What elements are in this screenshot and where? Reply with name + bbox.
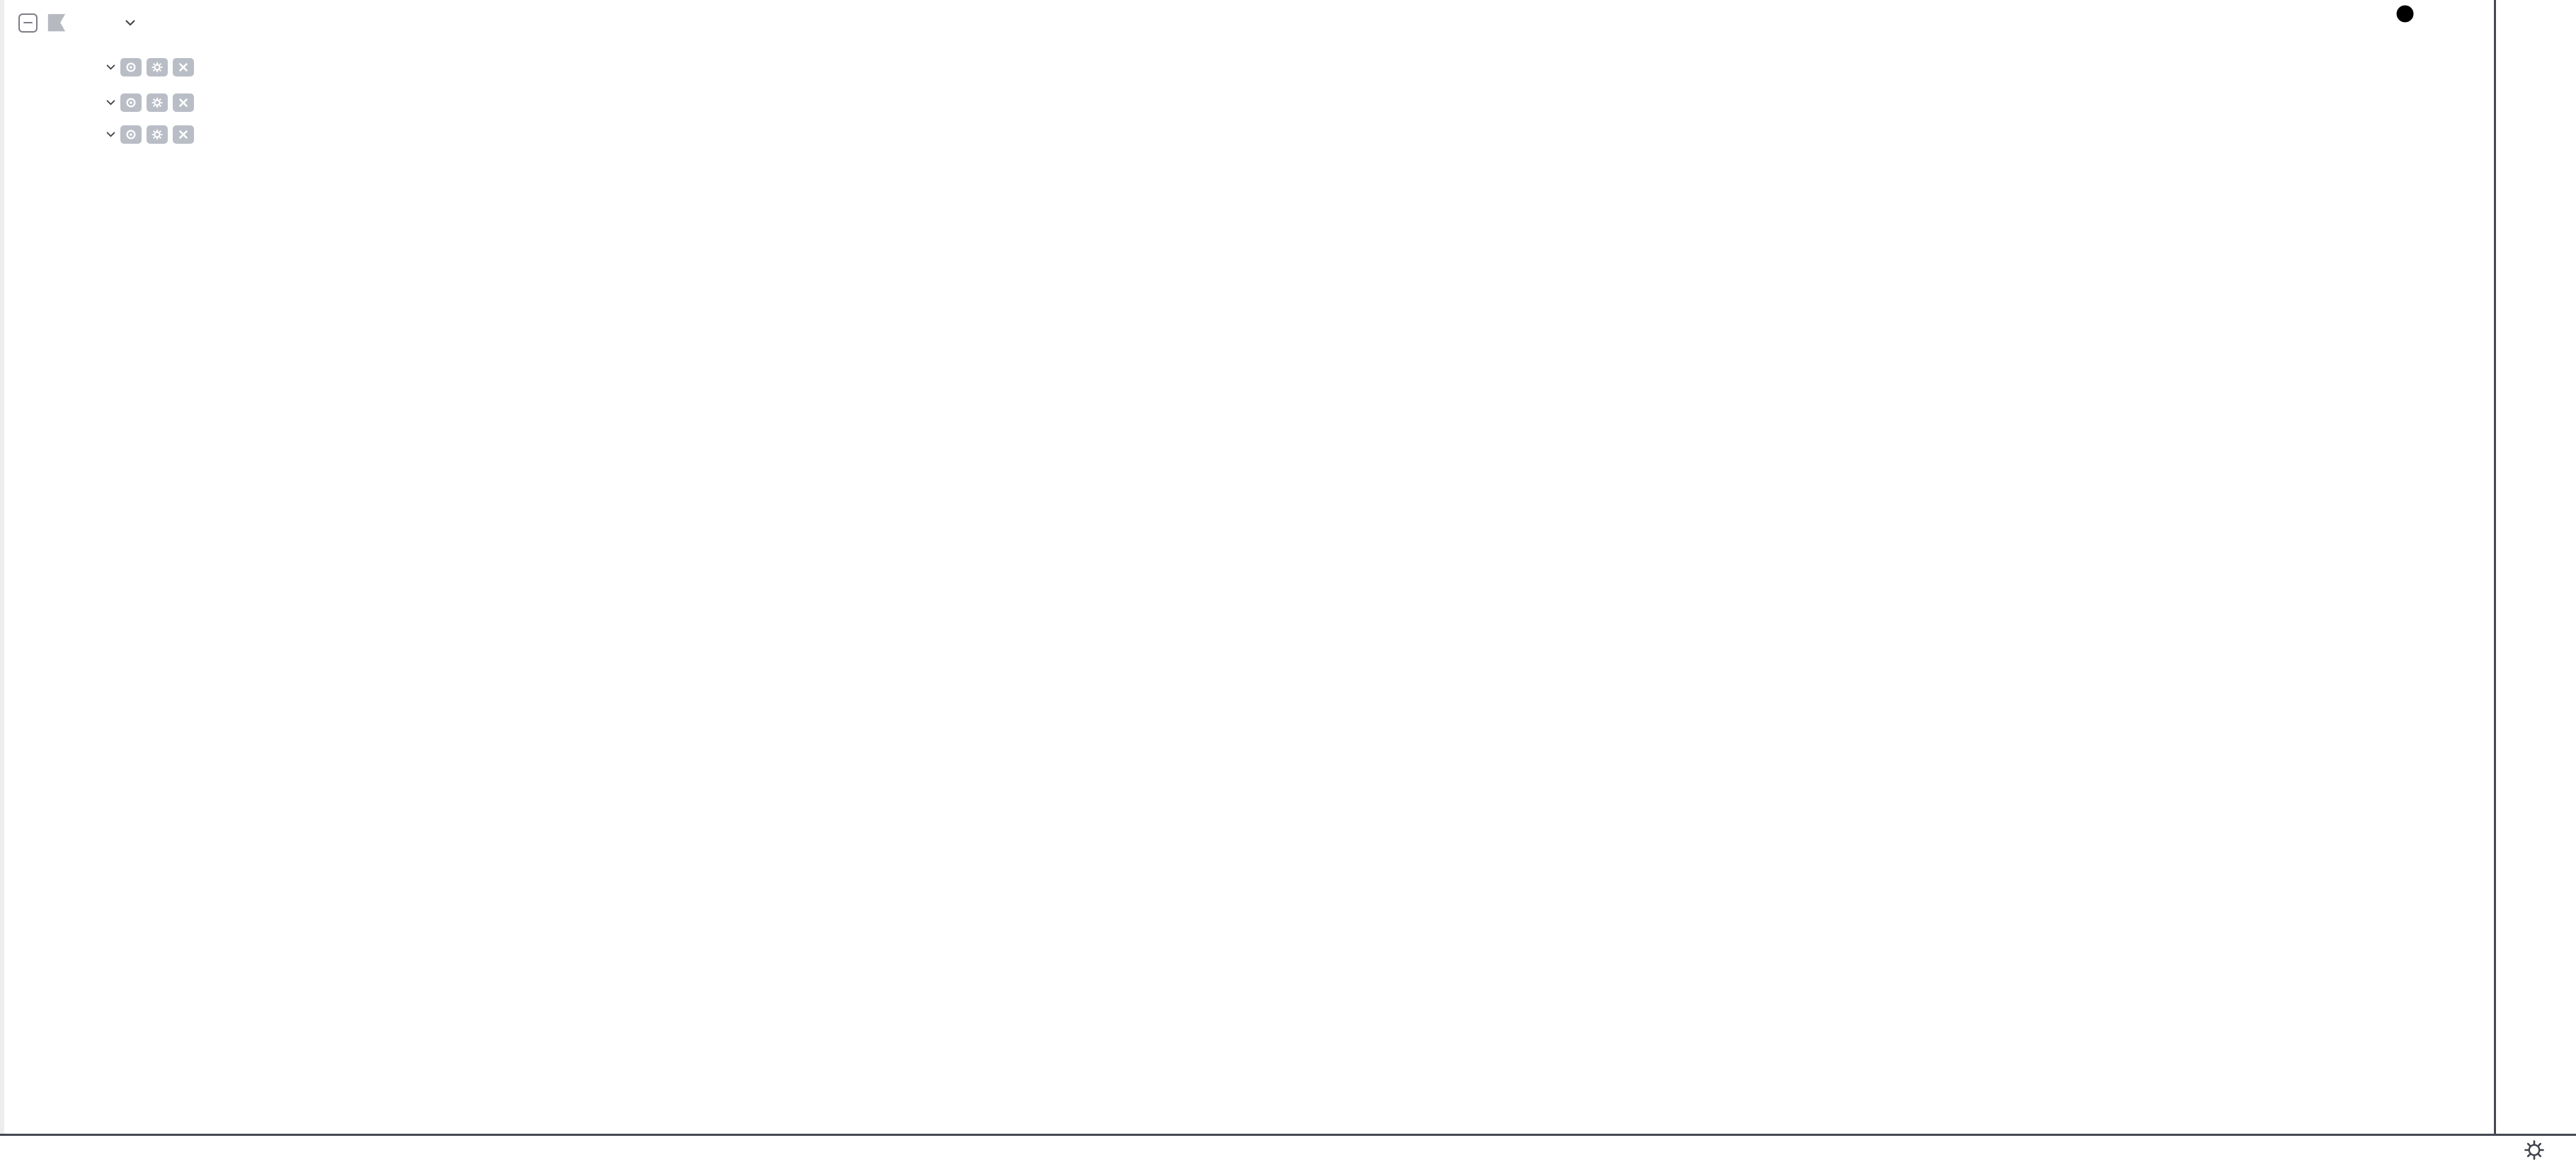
eye-button[interactable] [120, 125, 142, 144]
chevron-down-icon[interactable] [106, 100, 115, 106]
close-icon [179, 98, 188, 107]
remove-button[interactable] [173, 125, 194, 144]
remove-button[interactable] [173, 58, 194, 76]
gear-icon [151, 130, 163, 140]
eye-button[interactable] [120, 93, 142, 112]
settings-button[interactable] [147, 58, 168, 76]
chart-plot-area[interactable] [0, 0, 2494, 1134]
close-icon [179, 130, 188, 139]
compare-row-wbc [18, 55, 207, 79]
chevron-down-icon[interactable] [106, 64, 115, 70]
eye-icon [126, 130, 136, 140]
gear-icon [151, 62, 163, 72]
time-axis[interactable] [0, 1134, 2576, 1167]
chevron-down-icon[interactable] [106, 132, 115, 137]
compare-row-anz [18, 91, 207, 115]
chart-canvas[interactable] [0, 0, 2494, 1134]
settings-button[interactable] [147, 93, 168, 112]
chevron-down-icon[interactable] [125, 20, 135, 26]
eye-button[interactable] [120, 58, 142, 76]
left-edge-strip [0, 0, 4, 1167]
minus-icon [23, 21, 33, 24]
gear-icon [151, 98, 163, 108]
delayed-data-badge[interactable] [2395, 4, 2420, 23]
delayed-dot-icon [2396, 5, 2414, 23]
compare-row-nab [18, 123, 207, 147]
eye-icon [126, 98, 136, 108]
axis-settings-button[interactable] [2520, 1136, 2548, 1164]
gear-icon [2524, 1140, 2544, 1160]
symbol-header [18, 8, 205, 37]
close-icon [179, 63, 188, 72]
collapse-legend-button[interactable] [18, 13, 38, 33]
remove-button[interactable] [173, 93, 194, 112]
eye-icon [126, 62, 136, 72]
price-axis[interactable] [2494, 0, 2576, 1134]
symbol-logo-icon [47, 13, 66, 32]
settings-button[interactable] [147, 125, 168, 144]
